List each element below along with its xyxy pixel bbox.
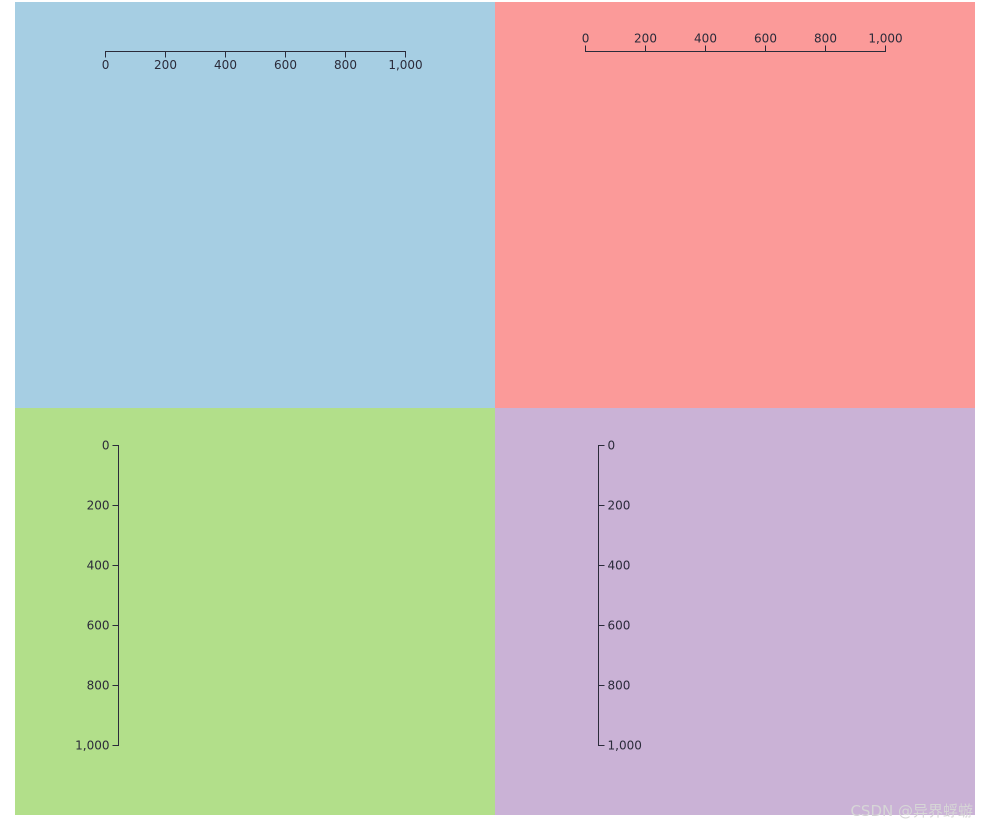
axis-left-tick-label: 0 — [102, 438, 110, 452]
axis-bottom-tick-label: 600 — [274, 58, 297, 72]
axis-bottom-tick-label: 200 — [154, 58, 177, 72]
axis-right-tick: 200 — [598, 498, 631, 512]
axis-left-tick-label: 200 — [87, 498, 110, 512]
axis-left-tick-label: 600 — [87, 618, 110, 632]
axis-right-orientation: 0 200 400 600 800 1,000 — [598, 438, 642, 752]
axis-top-tick-label: 800 — [814, 32, 837, 46]
axis-left-orientation: 0 200 400 600 800 1,000 — [75, 438, 119, 752]
axis-bottom-tick: 0 — [102, 51, 110, 72]
axis-top-tick: 1,000 — [868, 32, 903, 52]
axis-bottom-tick-label: 0 — [102, 58, 110, 72]
axis-left-tick: 1,000 — [75, 738, 119, 752]
axis-top-tick-label: 600 — [754, 32, 777, 46]
axis-left-tick: 800 — [87, 678, 119, 692]
axis-right-tick: 800 — [598, 678, 631, 692]
axis-left-tick: 200 — [87, 498, 119, 512]
axis-right-tick-label: 600 — [608, 618, 631, 632]
axis-bottom-tick-label: 400 — [214, 58, 237, 72]
axis-bottom-tick: 800 — [334, 51, 357, 72]
axis-top-tick-label: 1,000 — [868, 32, 902, 46]
watermark: CSDN @异界蜉蝣 — [850, 802, 973, 820]
axis-top-orientation: 0 200 400 600 800 1,000 — [582, 32, 903, 52]
axis-right-tick: 400 — [598, 558, 631, 572]
axis-top-tick: 0 — [582, 32, 590, 52]
axis-top-tick: 800 — [814, 32, 837, 52]
axis-left-tick-label: 400 — [87, 558, 110, 572]
axis-right-tick: 1,000 — [598, 738, 642, 752]
panel-bottom-left — [15, 408, 495, 815]
axis-left-tick: 600 — [87, 618, 119, 632]
axis-top-tick: 200 — [634, 32, 657, 52]
axis-top-tick-label: 0 — [582, 32, 590, 46]
axis-bottom-tick: 400 — [214, 51, 237, 72]
axis-left-tick: 0 — [102, 438, 119, 452]
panel-top-left — [15, 2, 495, 408]
axis-right-tick-label: 400 — [608, 558, 631, 572]
axis-bottom-orientation: 0 200 400 600 800 1,000 — [102, 51, 423, 72]
axis-left-tick-label: 1,000 — [75, 738, 109, 752]
panel-top-right — [495, 2, 975, 408]
axis-right-tick-label: 200 — [608, 498, 631, 512]
axis-bottom-tick: 200 — [154, 51, 177, 72]
axis-right-tick-label: 1,000 — [608, 738, 642, 752]
axis-right-tick: 0 — [598, 438, 616, 452]
axis-left-tick-label: 800 — [87, 678, 110, 692]
axis-bottom-tick: 600 — [274, 51, 297, 72]
panel-bottom-right — [495, 408, 975, 815]
axis-top-tick-label: 200 — [634, 32, 657, 46]
axis-bottom-tick: 1,000 — [388, 51, 423, 72]
axis-right-tick-label: 0 — [608, 438, 616, 452]
axis-right-tick: 600 — [598, 618, 631, 632]
axis-bottom-tick-label: 1,000 — [388, 58, 422, 72]
axis-right-tick-label: 800 — [608, 678, 631, 692]
axis-left-tick: 400 — [87, 558, 119, 572]
axis-top-tick-label: 400 — [694, 32, 717, 46]
axis-top-tick: 400 — [694, 32, 717, 52]
axis-top-tick: 600 — [754, 32, 777, 52]
axis-bottom-tick-label: 800 — [334, 58, 357, 72]
